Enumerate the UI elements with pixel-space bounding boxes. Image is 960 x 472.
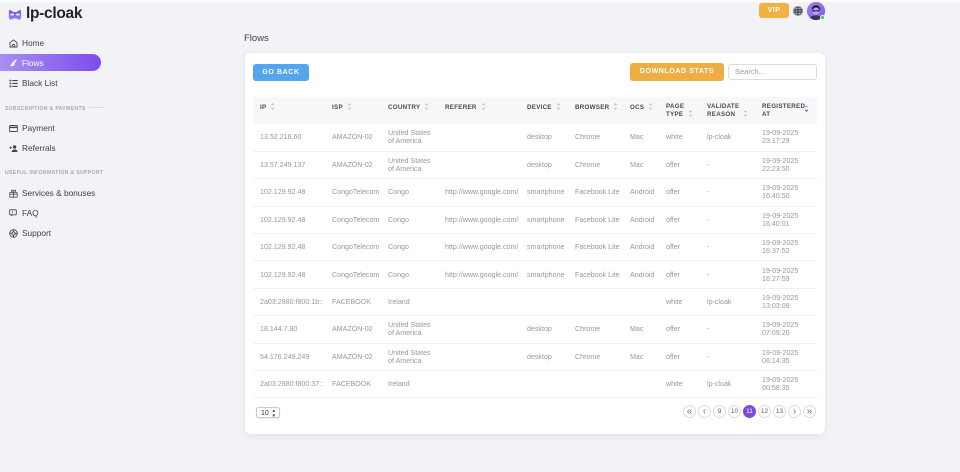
svg-text:i: i xyxy=(12,209,13,214)
